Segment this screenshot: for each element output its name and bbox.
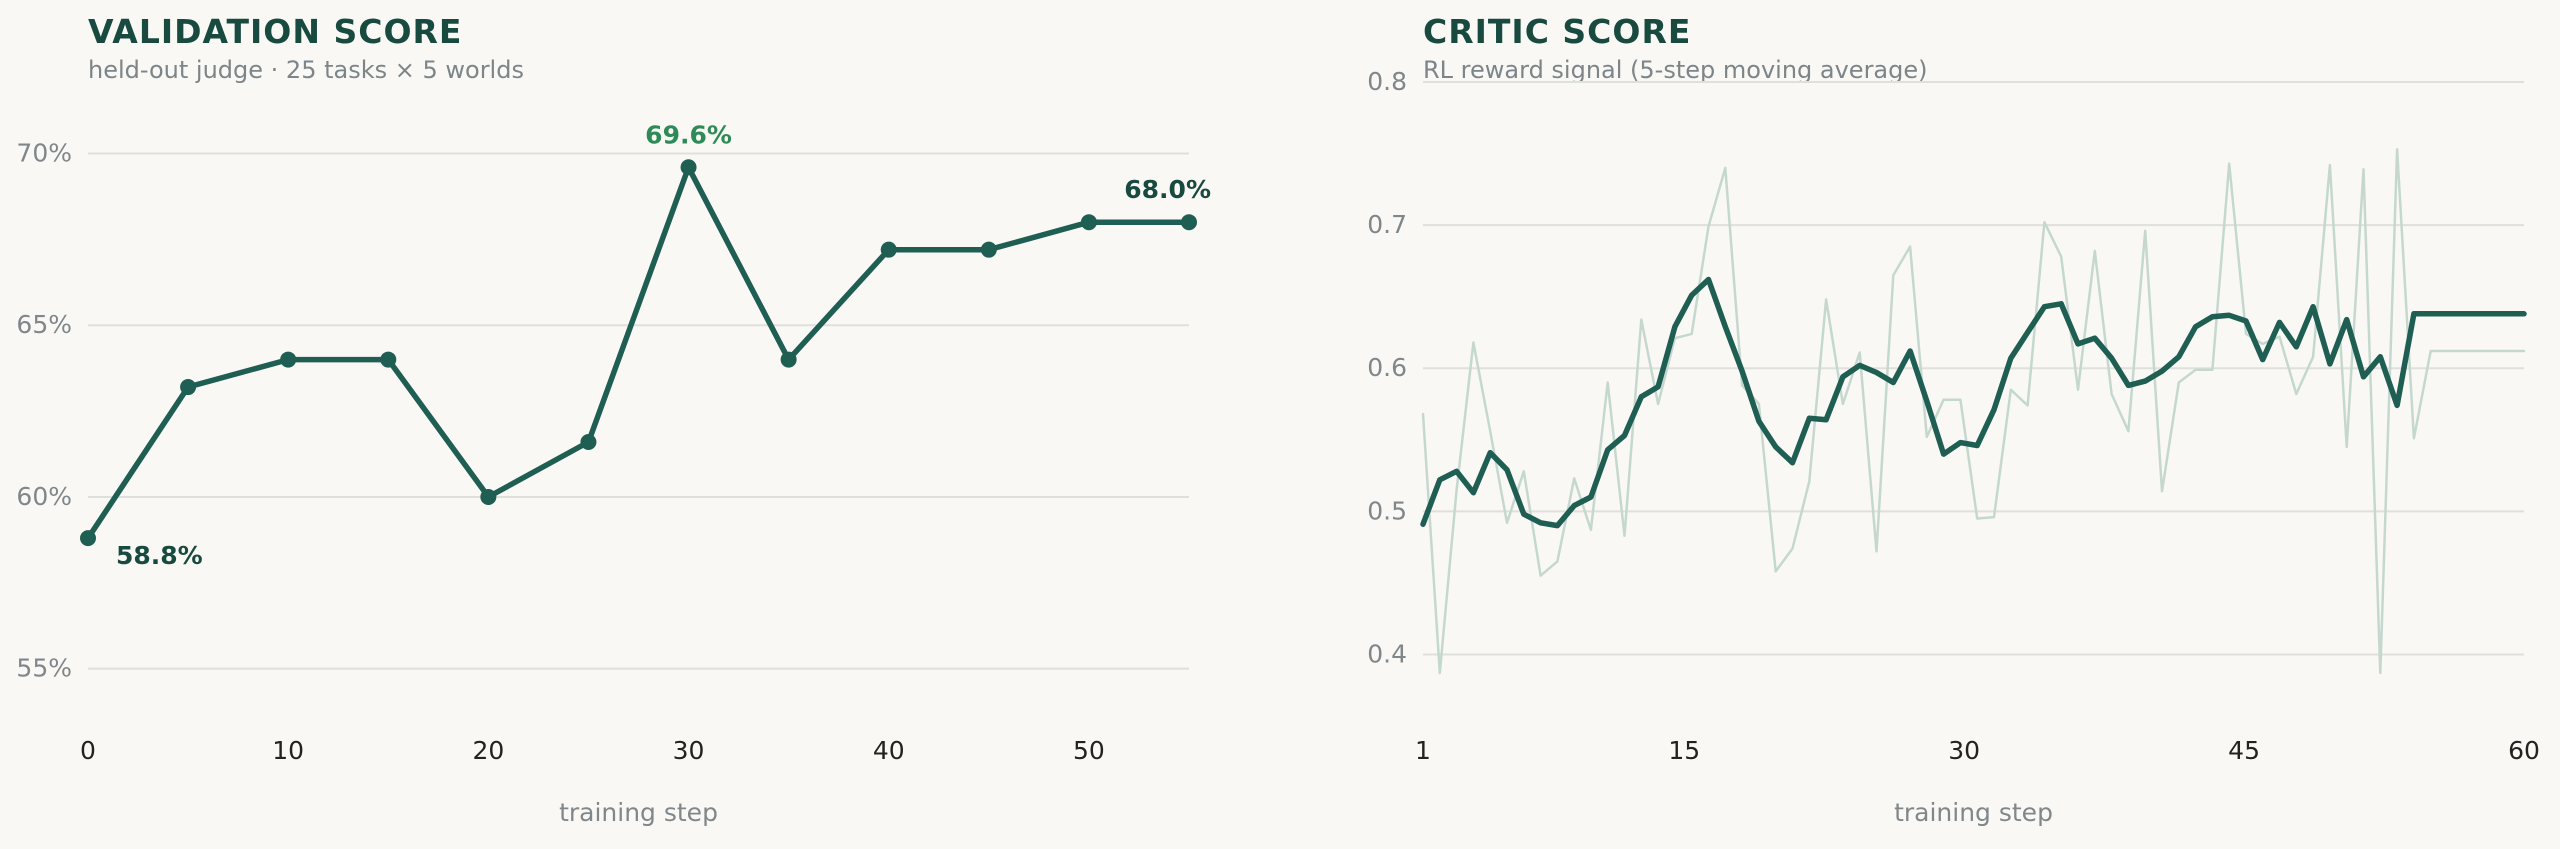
data-point [1181, 214, 1197, 231]
x-tick-label: 0 [80, 736, 96, 765]
x-tick-label: 30 [673, 736, 705, 765]
data-label: 69.6% [645, 120, 732, 149]
y-tick-label: 55% [16, 654, 72, 683]
y-tick-label: 0.5 [1367, 496, 1407, 525]
critic-score-chart: 0.4 0.5 0.6 0.7 0.8 1 15 30 45 60 training step [1367, 67, 2540, 827]
chart-title: VALIDATION SCORE [88, 12, 463, 51]
data-point [980, 241, 997, 258]
y-tick-label: 65% [16, 310, 72, 339]
x-axis-title: training step [1894, 798, 2053, 827]
y-tick-label: 0.4 [1367, 639, 1407, 668]
raw-series-line [1421, 148, 2526, 675]
chart-subtitle: held-out judge · 25 tasks × 5 worlds [88, 56, 524, 84]
x-tick-label: 10 [272, 736, 304, 765]
series-line [1420, 276, 2527, 529]
validation-score-chart: 55% 60% 65% 70% 0 10 20 30 40 50 training step 58.8… [16, 120, 1211, 827]
x-tick-label: 50 [1073, 736, 1105, 765]
y-tick-label: 70% [16, 139, 72, 168]
x-tick-label: 1 [1415, 736, 1431, 765]
y-tick-label: 0.6 [1367, 353, 1407, 382]
data-label: 58.8% [116, 541, 203, 570]
x-tick-label: 15 [1668, 736, 1700, 765]
x-tick-label: 40 [873, 736, 905, 765]
data-point [480, 488, 497, 505]
data-point [80, 530, 96, 547]
x-axis-title: training step [559, 798, 718, 827]
series-line [85, 164, 1192, 541]
x-tick-label: 45 [2228, 736, 2260, 765]
data-point [180, 379, 197, 396]
data-point [380, 351, 397, 368]
data-point [1080, 214, 1097, 231]
y-tick-label: 0.8 [1367, 67, 1407, 96]
chart-subtitle: RL reward signal (5-step moving average) [1423, 56, 1928, 84]
data-point [780, 351, 797, 368]
x-tick-label: 20 [472, 736, 504, 765]
data-point [880, 241, 897, 258]
data-point [280, 351, 297, 368]
chart-title: CRITIC SCORE [1423, 12, 1692, 51]
data-label: 68.0% [1124, 175, 1211, 204]
y-tick-label: 0.7 [1367, 210, 1407, 239]
x-tick-label: 60 [2508, 736, 2540, 765]
data-point [580, 433, 597, 450]
x-tick-label: 30 [1948, 736, 1980, 765]
data-point [680, 159, 697, 176]
y-tick-label: 60% [16, 482, 72, 511]
